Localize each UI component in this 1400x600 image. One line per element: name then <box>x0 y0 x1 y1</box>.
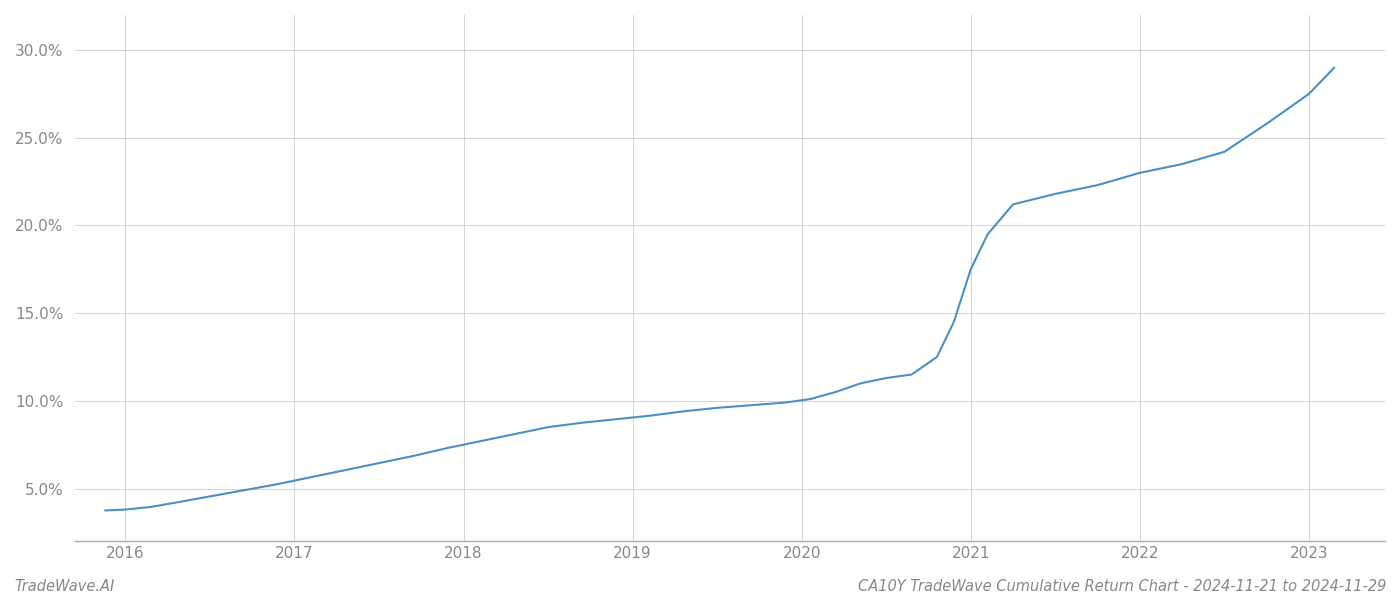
Text: CA10Y TradeWave Cumulative Return Chart - 2024-11-21 to 2024-11-29: CA10Y TradeWave Cumulative Return Chart … <box>858 579 1386 594</box>
Text: TradeWave.AI: TradeWave.AI <box>14 579 115 594</box>
